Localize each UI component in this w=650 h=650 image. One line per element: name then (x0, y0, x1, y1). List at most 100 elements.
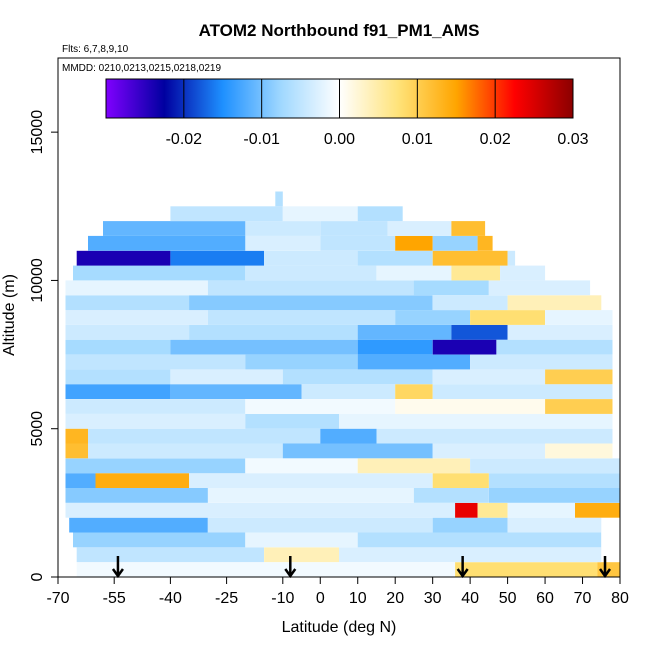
heatmap-cell (282, 206, 358, 222)
colorbar-tick-label: 0.00 (324, 131, 355, 148)
heatmap-cell (73, 265, 246, 281)
heatmap-cell (88, 235, 246, 251)
x-tick-label: 20 (386, 590, 404, 607)
heatmap-cell (301, 384, 396, 399)
heatmap-cell (245, 354, 358, 370)
heatmap-cell (470, 458, 620, 474)
x-tick-label: 10 (349, 590, 367, 607)
heatmap-cell (65, 339, 171, 355)
heatmap-cell (432, 517, 508, 533)
heatmap-cell (282, 443, 433, 459)
heatmap-cell (264, 547, 339, 563)
heatmap-cell (357, 250, 433, 266)
colorbar-ticks: -0.02 -0.01 0.00 0.01 0.02 0.03 (166, 79, 589, 148)
heatmap-cell (357, 458, 471, 474)
y-tick-label: 0 (29, 572, 46, 581)
heatmap-cell (413, 280, 489, 296)
heatmap (65, 191, 620, 577)
x-tick-label: -10 (271, 590, 294, 607)
heatmap-cell (282, 369, 433, 385)
heatmap-cell (189, 324, 358, 340)
heatmap-cell (432, 250, 508, 266)
heatmap-cell (170, 206, 283, 222)
heatmap-cell (432, 295, 508, 311)
heatmap-cell (207, 517, 433, 533)
latitude-arrow (284, 556, 297, 579)
heatmap-cell (65, 502, 456, 518)
heatmap-cell (507, 502, 575, 518)
heatmap-cell (451, 221, 486, 236)
heatmap-cell (245, 532, 358, 548)
heatmap-cell (451, 265, 501, 281)
heatmap-cell (76, 250, 171, 266)
heatmap-cell (65, 399, 246, 414)
heatmap-cell (189, 295, 433, 311)
heatmap-cell (245, 413, 339, 429)
heatmap-cell (451, 324, 508, 340)
y-axis-label: Altitude (m) (1, 274, 18, 356)
heatmap-cell (477, 235, 493, 251)
heatmap-cell (65, 384, 171, 399)
heatmap-cell (95, 473, 190, 488)
heatmap-cell (432, 384, 613, 399)
heatmap-cell (65, 443, 88, 459)
heatmap-cell (432, 369, 546, 385)
heatmap-cell (65, 413, 246, 429)
heatmap-cell (395, 384, 433, 399)
latitude-arrow (598, 556, 612, 579)
y-tick-label: 10000 (29, 258, 46, 303)
chart-title: ATOM2 Northbound f91_PM1_AMS (199, 21, 480, 40)
flights-note: Flts: 6,7,8,9,10 (62, 44, 129, 55)
x-tick-label: -25 (215, 590, 238, 607)
heatmap-cell (376, 265, 452, 281)
dates-note: MMDD: 0210,0213,0215,0218,0219 (62, 63, 221, 74)
colorbar-tick-label: -0.01 (243, 131, 280, 148)
x-tick-label: 70 (574, 590, 592, 607)
heatmap-cell (357, 354, 471, 370)
heatmap-cell (470, 310, 545, 325)
heatmap-cell (500, 265, 546, 281)
heatmap-cell (545, 310, 613, 325)
x-tick-label: -70 (46, 590, 69, 607)
heatmap-cell (488, 488, 620, 503)
x-tick-label: 80 (611, 590, 629, 607)
heatmap-cell (395, 235, 433, 251)
colorbar-tick-label: 0.02 (480, 131, 511, 148)
heatmap-cell (245, 265, 377, 281)
heatmap-cell (103, 221, 246, 236)
y-tick-label: 15000 (29, 110, 46, 155)
heatmap-cell (76, 562, 456, 577)
x-tick-label: 60 (536, 590, 554, 607)
heatmap-cell (65, 428, 88, 444)
colorbar-tick-label: -0.02 (166, 131, 203, 148)
heatmap-cell (320, 235, 396, 251)
y-axis: 0 5000 10000 15000 (29, 110, 58, 581)
heatmap-cell (455, 562, 598, 577)
heatmap-cell (76, 547, 264, 563)
heatmap-cell (65, 473, 96, 488)
y-tick-label: 5000 (29, 411, 46, 447)
heatmap-cell (65, 488, 208, 503)
colorbar-tick-label: 0.03 (557, 131, 588, 148)
heatmap-cell (65, 324, 190, 340)
heatmap-cell (65, 458, 246, 474)
heatmap-cell (73, 532, 246, 548)
heatmap-cell (432, 473, 489, 488)
heatmap-cell (275, 191, 283, 207)
heatmap-cell (432, 443, 546, 459)
heatmap-cell (88, 443, 283, 459)
heatmap-cell (207, 488, 414, 503)
heatmap-cell (357, 206, 403, 222)
heatmap-cell (170, 369, 283, 385)
x-tick-label: 50 (499, 590, 517, 607)
heatmap-cell (320, 428, 377, 444)
heatmap-cell (357, 324, 452, 340)
heatmap-cell (264, 250, 358, 266)
heatmap-cell (470, 354, 613, 370)
x-tick-label: -40 (159, 590, 182, 607)
x-tick-label: 0 (316, 590, 325, 607)
heatmap-cell (477, 502, 508, 518)
heatmap-cell (387, 221, 452, 236)
heatmap-cell (395, 310, 471, 325)
